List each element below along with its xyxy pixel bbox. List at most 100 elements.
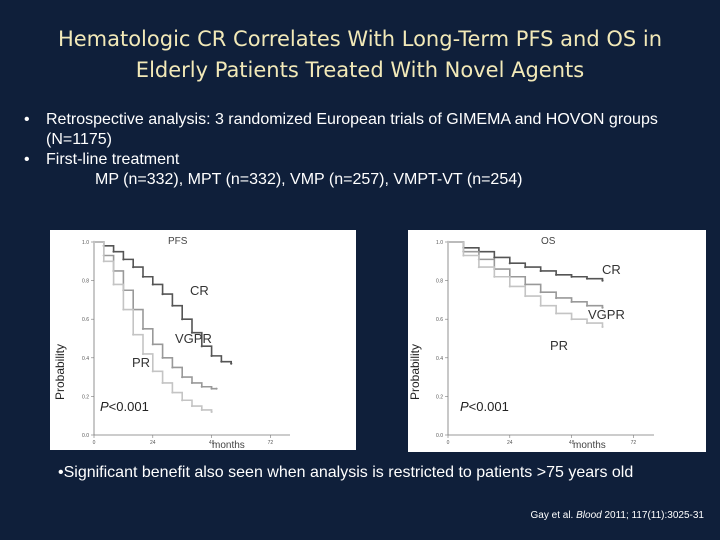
y-axis-label: Probability bbox=[53, 344, 67, 400]
data-point-vgpr bbox=[601, 306, 604, 309]
p-value: P<0.001 bbox=[100, 399, 149, 414]
data-point-cr bbox=[508, 262, 511, 265]
label-vgpr: VGPR bbox=[588, 307, 625, 322]
data-point-vgpr bbox=[200, 385, 203, 388]
data-point-pr bbox=[555, 312, 558, 315]
data-point-cr bbox=[161, 293, 164, 296]
title-line-2: Elderly Patients Treated With Novel Agen… bbox=[135, 58, 585, 82]
data-point-pr bbox=[190, 404, 194, 408]
x-tick-label: 0 bbox=[447, 440, 450, 446]
data-point-pr bbox=[493, 275, 496, 278]
data-point-pr bbox=[570, 318, 573, 321]
treatment-arms: MP (n=332), MPT (n=332), VMP (n=257), VM… bbox=[95, 171, 523, 188]
data-point-pr bbox=[122, 308, 125, 311]
data-point-pr bbox=[539, 304, 542, 307]
data-point-cr bbox=[539, 269, 542, 273]
data-point-vgpr bbox=[570, 300, 573, 303]
p-value: P<0.001 bbox=[460, 399, 509, 414]
chart-title: OS bbox=[541, 236, 556, 247]
y-tick-label: 0.6 bbox=[436, 317, 443, 323]
data-point-pr bbox=[585, 321, 589, 325]
y-tick-label: 1.0 bbox=[82, 240, 89, 246]
data-point-vgpr bbox=[585, 304, 589, 307]
axes: 0.0 0.2 0.4 0.6 0.8 1.0 0 24 48 72 bbox=[436, 240, 654, 446]
label-vgpr: VGPR bbox=[175, 331, 212, 346]
data-point-cr bbox=[555, 273, 558, 276]
p-italic: P bbox=[460, 399, 469, 414]
x-tick-label: 72 bbox=[268, 440, 274, 446]
y-tick-label: 0.0 bbox=[82, 433, 89, 439]
p-rest: <0.001 bbox=[469, 399, 509, 414]
os-chart-svg: OS Probability 0.0 0.2 0.4 0.6 0.8 1.0 0 24 48 72… bbox=[408, 236, 654, 451]
citation-authors: Gay et al. bbox=[530, 510, 574, 521]
x-axis-label: months bbox=[573, 440, 606, 451]
data-point-vgpr bbox=[161, 356, 164, 359]
y-tick-label: 0.2 bbox=[436, 394, 443, 400]
data-point-pr bbox=[151, 370, 154, 373]
data-point-pr bbox=[601, 325, 604, 329]
y-tick-label: 0.6 bbox=[82, 317, 89, 323]
axes: 0.0 0.2 0.4 0.6 0.8 1.0 0 24 48 72 bbox=[82, 240, 290, 446]
y-tick-label: 0.0 bbox=[436, 433, 443, 439]
bullet-list: • Retrospective analysis: 3 randomized E… bbox=[20, 110, 710, 190]
bullet-item: • Retrospective analysis: 3 randomized E… bbox=[20, 110, 710, 150]
data-point-pr bbox=[92, 240, 96, 244]
data-point-cr bbox=[151, 283, 154, 286]
data-point-pr bbox=[446, 240, 450, 244]
p-italic: P bbox=[100, 399, 109, 414]
bullet-item: • First-line treatment bbox=[20, 150, 710, 170]
data-point-cr bbox=[220, 360, 223, 363]
data-point-pr bbox=[477, 265, 480, 269]
data-point-pr bbox=[102, 260, 105, 263]
citation-ref: 2011; 117(11):3025-31 bbox=[601, 510, 704, 521]
data-point-cr bbox=[585, 277, 589, 280]
data-point-pr bbox=[112, 283, 115, 286]
y-axis-label: Probability bbox=[408, 344, 422, 400]
data-point-cr bbox=[190, 331, 194, 334]
x-tick-label: 48 bbox=[209, 440, 215, 446]
data-point-vgpr bbox=[215, 387, 218, 390]
data-point-cr bbox=[210, 354, 213, 357]
data-point-pr bbox=[462, 254, 465, 257]
data-point-cr bbox=[524, 265, 527, 269]
data-point-pr bbox=[200, 408, 203, 412]
data-point-vgpr bbox=[524, 283, 527, 286]
bullet-text: First-line treatment bbox=[46, 151, 180, 168]
data-point-vgpr bbox=[171, 366, 174, 369]
data-point-pr bbox=[508, 285, 511, 288]
data-point-pr bbox=[171, 391, 174, 394]
y-tick-label: 0.2 bbox=[82, 394, 89, 400]
y-tick-label: 0.4 bbox=[436, 356, 443, 362]
data-point-pr bbox=[524, 294, 527, 298]
x-tick-label: 72 bbox=[631, 440, 637, 446]
data-point-cr bbox=[230, 362, 233, 365]
x-tick-label: 24 bbox=[507, 440, 513, 446]
bottom-bullet: •Significant benefit also seen when anal… bbox=[58, 464, 634, 481]
x-tick-label: 0 bbox=[93, 440, 96, 446]
chart-title: PFS bbox=[168, 236, 188, 247]
title-line-1: Hematologic CR Correlates With Long-Term… bbox=[57, 27, 663, 51]
pfs-chart-svg: PFS Probability 0.0 0.2 0.4 0.6 0.8 1.0 0 24 48 7… bbox=[53, 236, 290, 450]
data-point-vgpr bbox=[141, 327, 145, 330]
series-line-vgpr bbox=[94, 241, 217, 390]
data-point-pr bbox=[161, 381, 164, 384]
data-point-cr bbox=[601, 279, 604, 282]
data-point-pr bbox=[210, 410, 213, 413]
data-point-vgpr bbox=[555, 296, 558, 300]
data-point-cr bbox=[141, 275, 145, 278]
series-line-vgpr bbox=[448, 241, 604, 308]
data-point-pr bbox=[141, 352, 145, 356]
label-cr: CR bbox=[190, 283, 209, 298]
data-point-cr bbox=[122, 258, 125, 261]
series-line-cr bbox=[448, 241, 604, 281]
y-tick-label: 1.0 bbox=[436, 240, 443, 246]
label-pr: PR bbox=[550, 338, 568, 353]
x-axis-label: months bbox=[212, 440, 245, 450]
data-point-vgpr bbox=[190, 381, 194, 384]
y-tick-label: 0.8 bbox=[436, 279, 443, 285]
citation: Gay et al. Blood 2011; 117(11):3025-31 bbox=[531, 510, 704, 521]
data-point-cr bbox=[181, 318, 184, 321]
y-tick-label: 0.8 bbox=[82, 279, 89, 285]
bullet-text: Retrospective analysis: 3 randomized Eur… bbox=[46, 111, 658, 148]
